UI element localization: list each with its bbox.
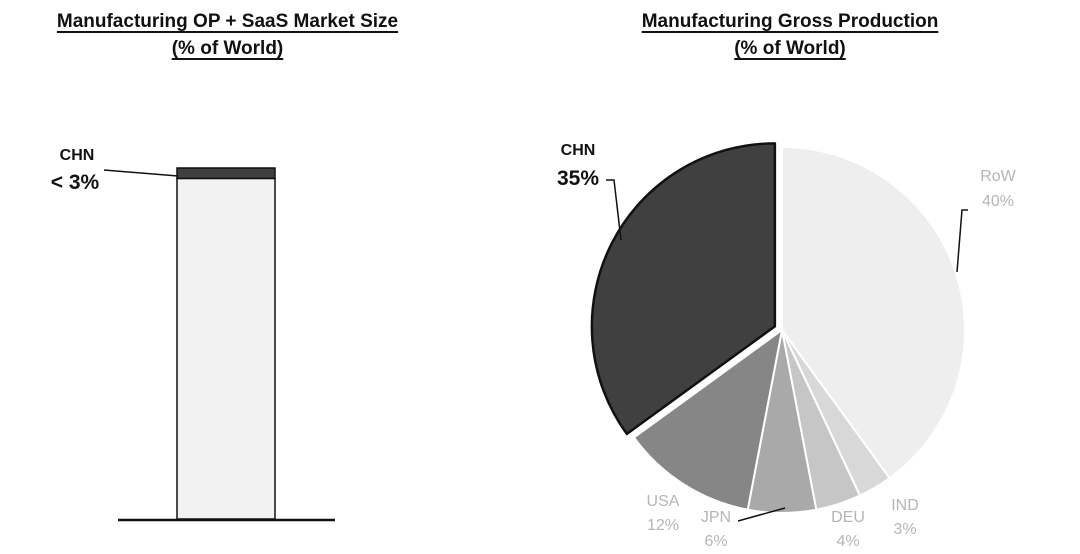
pie-label-row-name: RoW: [980, 168, 1016, 185]
pie-label-deu-name: DEU: [831, 509, 865, 526]
pie-label-usa-name: USA: [647, 493, 680, 510]
bar-chart-title: Manufacturing OP + SaaS Market Size (% o…: [20, 8, 435, 62]
bar-segment-chn: [176, 167, 276, 180]
pie-label-row-value: 40%: [982, 193, 1014, 210]
pie-chart-title: Manufacturing Gross Production (% of Wor…: [580, 8, 1000, 62]
pie-label-chn-name: CHN: [561, 142, 596, 159]
pie-label-deu-value: 4%: [836, 533, 859, 550]
bar-label-chn-value: < 3%: [51, 171, 100, 194]
pie-leader-row: [956, 209, 968, 273]
pie-label-ind-name: IND: [891, 497, 919, 514]
pie-chart-title-text: Manufacturing Gross Production: [641, 11, 939, 32]
pie-label-chn-value: 35%: [557, 167, 599, 190]
bar-label-chn-name: CHN: [60, 147, 95, 164]
bar-chart-subtitle: (% of World): [171, 38, 284, 59]
pie-chart-subtitle: (% of World): [734, 38, 846, 59]
pie-slice-chn: [590, 142, 777, 436]
pie-label-usa-value: 12%: [647, 517, 679, 534]
bar-chart-title-text: Manufacturing OP + SaaS Market Size: [56, 11, 399, 32]
bar-leader-line: [103, 169, 179, 177]
pie-slice-usa: [632, 329, 783, 511]
pie-label-ind-value: 3%: [893, 521, 916, 538]
pie-leader-jpn: [737, 507, 786, 522]
pie-slice-row: [781, 146, 966, 480]
bar-segment-rest: [176, 177, 276, 520]
pie-leader-chn: [606, 179, 622, 241]
pie-label-jpn-name: JPN: [701, 509, 731, 526]
pie-label-jpn-value: 6%: [704, 533, 727, 550]
